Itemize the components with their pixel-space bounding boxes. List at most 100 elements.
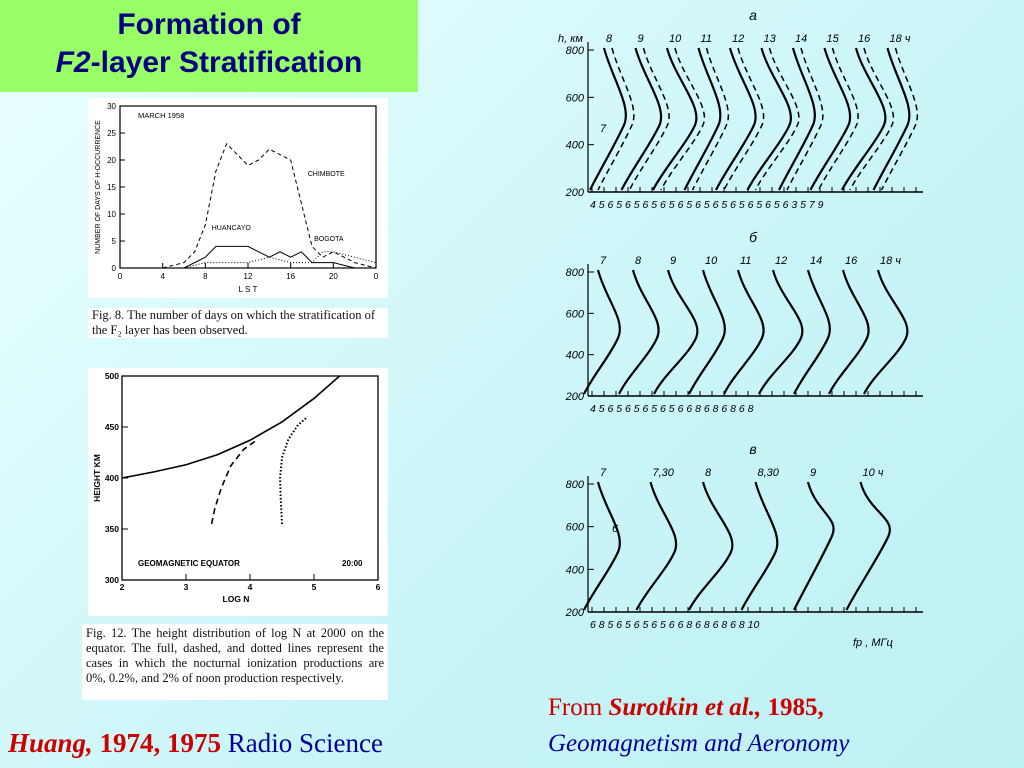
rus-time-label: 16: [858, 33, 871, 45]
fig12-xtick-label: 3: [184, 582, 189, 592]
fig12-ytick-label: 500: [105, 371, 119, 381]
fig8-xtick-label: 0: [374, 272, 379, 281]
fig12-chart: 300 350 400 450 500 2 3 4 5 6 LOG N HEIGHT KM GEOMAG…: [92, 371, 381, 604]
rus-profile-solid: [740, 481, 779, 611]
fig12-ytick-label: 300: [105, 575, 119, 585]
fig12-series-2: [279, 416, 309, 524]
fig12-frame: [121, 375, 379, 581]
rus-time-label: 13: [764, 33, 777, 45]
rus-time-label: 11: [701, 33, 712, 45]
rus-profile-solid: [683, 47, 722, 191]
rus-profile-solid: [620, 47, 663, 191]
credit-right-year: 1985,: [767, 694, 824, 721]
rus-profile-solid: [828, 269, 870, 395]
credit-right-author: Surotkin et al.,: [608, 694, 762, 721]
fig12-ytick-label: 350: [105, 524, 119, 534]
title-line-1: Formation of: [117, 8, 301, 41]
rus-time-label: 15: [827, 33, 840, 45]
fig8-xtick-label: 0: [118, 272, 123, 281]
rus-xunit: fp , МГц: [853, 637, 893, 649]
rus-ytick-label: 800: [566, 45, 585, 57]
fig8-series-bogota: [183, 251, 377, 269]
rus-xtick-labels: 4 5 6 5 6 5 6 5 6 5 6 5 6 5 6 5 6 5 6 5 …: [590, 199, 824, 211]
rus-profile-dashed: [880, 47, 919, 191]
rus-time-label: 16: [845, 255, 858, 267]
rus-ytick-label: 600: [566, 308, 585, 320]
fig12-ytick-label: 450: [105, 422, 119, 432]
fig8-xtick-label: 20: [329, 272, 338, 281]
fig8-xtick-label: 4: [160, 272, 165, 281]
rus-time-label: 14: [795, 33, 807, 45]
rus-time-label: 10: [669, 33, 682, 45]
rus-extra-label: 6: [612, 523, 619, 535]
fig12-xtick-label: 6: [376, 582, 381, 592]
fig8-ytick-label: 5: [112, 237, 117, 246]
fig8-ytick-label: 10: [107, 210, 116, 219]
rus-time-label: 7: [600, 467, 607, 479]
rus-time-label: 18 ч: [890, 33, 911, 45]
rus-profile-solid: [758, 269, 804, 395]
rus-profile-solid: [618, 269, 660, 395]
rus-profile-dashed: [628, 47, 670, 191]
rus-time-label: 10: [705, 255, 718, 267]
rus-ytick-label: 600: [566, 522, 585, 534]
rus-time-label: 11: [740, 255, 751, 267]
rus-time-label: 8: [705, 467, 712, 479]
rus-time-label: 14: [810, 255, 822, 267]
rus-time-label: 8,30: [758, 467, 780, 479]
rus-time-label: 8: [606, 33, 613, 45]
rus-profile-solid: [652, 47, 698, 191]
credit-left-author: Huang,: [8, 728, 93, 758]
fig8-series-huancayo: [162, 245, 376, 269]
rus-ylabel: h, км: [558, 33, 583, 45]
credit-left: Huang, 1974, 1975 Radio Science: [8, 728, 383, 759]
rus-profile-solid: [583, 269, 621, 395]
rus-time-label: 7,30: [653, 467, 675, 479]
rus-profile-solid: [778, 47, 816, 191]
rus-time-label: 12: [732, 33, 744, 45]
rus-profile-dashed: [849, 47, 895, 191]
rus-ytick-label: 600: [566, 92, 585, 104]
fig12-series-1: [210, 439, 257, 525]
fig8-frame: [119, 105, 377, 269]
russian-figure: h, км а 200 400 600 800 4 5 6 5 6 5 6 5 6 5 6 …: [548, 4, 940, 650]
rus-profile-solid: [653, 269, 699, 395]
rus-ytick-label: 200: [565, 187, 585, 199]
rus-ytick-label: 400: [566, 564, 585, 576]
fig12-xtick-label: 4: [248, 582, 253, 592]
rus-xtick-labels: 4 5 6 5 6 5 6 5 6 5 6 6 8 6 8 6 8 6 8: [590, 403, 754, 415]
rus-ytick-label: 200: [565, 607, 585, 619]
rus-panel-label: в: [749, 441, 756, 457]
fig12-ylabel: HEIGHT KM: [92, 454, 102, 502]
rus-time-label: 18 ч: [880, 255, 901, 267]
fig8-xtick-label: 16: [286, 272, 295, 281]
fig8-caption: Fig. 8. The number of days on which the …: [88, 308, 388, 338]
rus-profile-solid: [809, 47, 852, 191]
rus-time-label: 9: [810, 467, 816, 479]
rus-profile-solid: [688, 269, 726, 395]
rus-profile-dashed: [817, 47, 859, 191]
fig12-series-0: [121, 375, 341, 479]
rus-ytick-label: 800: [566, 479, 585, 491]
rus-profile-solid: [841, 47, 887, 191]
fig8-series-chimbote: [162, 142, 377, 269]
rus-profile-solid: [793, 481, 835, 611]
credit-right: From Surotkin et al., 1985, Geomagnetism…: [548, 690, 849, 762]
fig8-label-bogota: BOGOTA: [314, 236, 344, 243]
rus-profile-solid: [793, 269, 831, 395]
rus-profile-dashed: [723, 47, 765, 191]
fig8-ytick-label: 20: [107, 156, 116, 165]
fig12-label-equator: GEOMAGNETIC EQUATOR: [138, 559, 240, 568]
fig8-chart: 0 5 10 15 20 25 30 0 4 8 12 16 20 0 L S T NUMBER OF DAY…: [95, 102, 379, 294]
rus-extra-label: 7: [600, 123, 607, 135]
fig8-month-label: MARCH 1958: [138, 111, 184, 120]
rus-profile-solid: [872, 47, 911, 191]
title-line-2: F2-layer Stratification: [55, 46, 363, 79]
fig12-ytick-label: 400: [105, 473, 119, 483]
fig8-xtick-label: 8: [203, 272, 208, 281]
rus-time-label: 9: [638, 33, 644, 45]
rus-ytick-label: 200: [565, 391, 585, 403]
fig8-ytick-label: 0: [112, 264, 117, 273]
rus-profile-dashed: [786, 47, 824, 191]
fig8-ytick-label: 25: [107, 129, 116, 138]
